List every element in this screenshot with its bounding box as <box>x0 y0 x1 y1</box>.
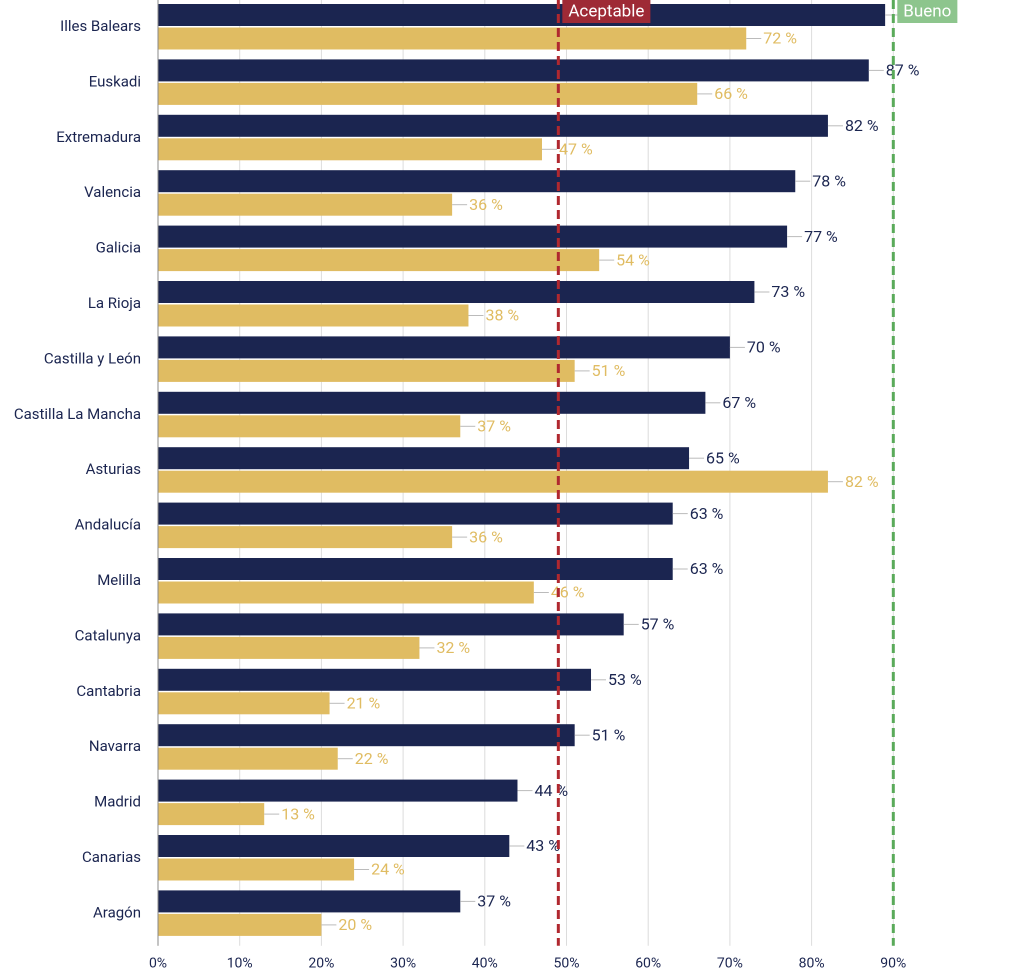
y-tick-label: Madrid <box>94 793 141 811</box>
x-tick-label: 40% <box>472 956 498 972</box>
x-tick-label: 30% <box>390 956 416 972</box>
y-tick-label: Valencia <box>84 183 141 201</box>
x-tick-label: 80% <box>799 956 825 972</box>
bar <box>158 668 592 691</box>
y-tick-label: Canarias <box>82 848 141 866</box>
bar <box>158 4 886 26</box>
value-label: 72 % <box>763 29 797 48</box>
bar <box>158 304 469 327</box>
value-label: 82 % <box>845 472 879 491</box>
bar <box>158 336 730 359</box>
value-label: 20 % <box>338 915 372 934</box>
bar <box>158 613 624 636</box>
bar <box>158 415 461 438</box>
bar <box>158 359 575 382</box>
reference-label-box <box>562 0 651 23</box>
value-label: 32 % <box>436 638 470 657</box>
value-label: 77 % <box>804 227 838 246</box>
bar <box>158 558 673 580</box>
value-label: 87 % <box>886 61 920 80</box>
bar <box>158 225 788 248</box>
x-tick-label: 0% <box>149 956 167 972</box>
value-label: 73 % <box>771 282 805 301</box>
value-label: 51 % <box>592 725 626 744</box>
y-tick-label: Galicia <box>96 239 141 257</box>
value-label: 22 % <box>355 749 389 768</box>
bar <box>158 249 600 272</box>
y-tick-label: Cantabria <box>76 682 141 700</box>
bar <box>158 27 747 50</box>
x-tick-label: 20% <box>308 956 334 972</box>
value-label: 57 % <box>641 615 675 634</box>
x-tick-label: 10% <box>227 956 253 972</box>
bar <box>158 447 690 470</box>
bar <box>158 858 355 881</box>
bar <box>158 747 338 770</box>
value-label: 36 % <box>469 195 503 214</box>
y-tick-label: Castilla La Mancha <box>14 405 141 423</box>
value-label: 82 % <box>845 116 879 135</box>
value-label: 70 % <box>747 338 781 357</box>
bar <box>158 890 461 913</box>
value-label: 43 % <box>526 836 560 855</box>
value-label: 63 % <box>690 504 724 523</box>
bar <box>158 803 265 826</box>
y-tick-label: Extremadura <box>56 128 141 146</box>
bar <box>158 59 869 82</box>
y-tick-label: Aragón <box>93 903 141 921</box>
reference-label: Bueno <box>903 1 951 21</box>
value-label: 38 % <box>485 306 519 325</box>
value-label: 37 % <box>477 417 511 436</box>
bar <box>158 913 322 936</box>
value-label: 24 % <box>371 860 405 879</box>
bar <box>158 114 828 137</box>
bar <box>158 170 796 193</box>
x-tick-label: 50% <box>554 956 580 972</box>
y-tick-label: Euskadi <box>89 72 141 90</box>
y-tick-label: Castilla y León <box>44 349 141 367</box>
value-label: 37 % <box>477 892 511 911</box>
y-tick-label: Andalucía <box>75 516 141 534</box>
bar <box>158 138 542 161</box>
value-label: 66 % <box>714 84 748 103</box>
y-tick-label: La Rioja <box>88 294 141 312</box>
value-label: 78 % <box>812 171 846 190</box>
value-label: 51 % <box>592 361 626 380</box>
y-tick-label: Catalunya <box>75 626 141 644</box>
value-label: 54 % <box>616 250 650 269</box>
value-label: 21 % <box>347 694 381 713</box>
y-tick-label: Melilla <box>97 571 141 589</box>
value-label: 63 % <box>690 559 724 578</box>
value-label: 47 % <box>559 140 593 159</box>
bar <box>158 636 420 659</box>
bar <box>158 281 755 303</box>
bar <box>158 82 698 105</box>
y-tick-label: Asturias <box>86 460 141 478</box>
bar <box>158 391 706 414</box>
reference-label-box <box>897 0 958 23</box>
value-label: 65 % <box>706 448 740 467</box>
value-label: 67 % <box>722 393 756 412</box>
x-tick-label: 70% <box>717 956 743 972</box>
reference-label: Aceptable <box>568 1 644 21</box>
value-label: 44 % <box>534 781 568 800</box>
value-label: 13 % <box>281 804 315 823</box>
bar <box>158 581 534 604</box>
bar <box>158 779 518 802</box>
y-tick-label: Navarra <box>89 737 141 755</box>
bar <box>158 502 673 525</box>
x-tick-label: 60% <box>635 956 661 972</box>
y-tick-label: Illes Balears <box>60 17 141 35</box>
value-label: 46 % <box>551 583 585 602</box>
value-label: 36 % <box>469 527 503 546</box>
bar <box>158 193 453 216</box>
bar <box>158 470 828 493</box>
bar <box>158 835 510 857</box>
value-label: 53 % <box>608 670 642 689</box>
bar <box>158 526 453 549</box>
bar <box>158 692 330 715</box>
bar <box>158 724 575 747</box>
x-tick-label: 90% <box>880 956 906 972</box>
